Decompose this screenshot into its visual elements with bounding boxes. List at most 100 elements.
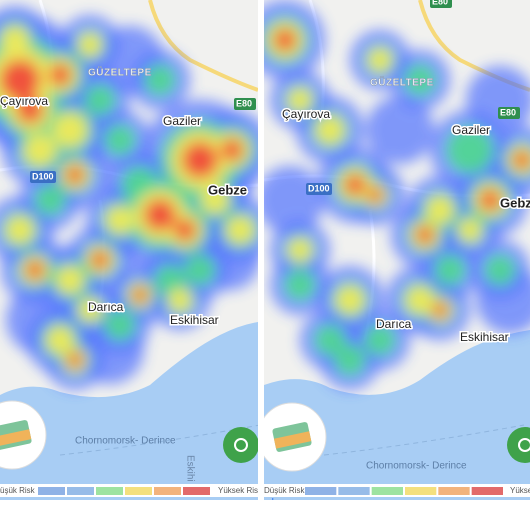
sea-road bbox=[323, 424, 525, 456]
road-shield bbox=[306, 183, 332, 195]
heat-blob bbox=[78, 33, 102, 57]
legend-low: üşük Risk bbox=[0, 486, 36, 495]
place-label: Gebz bbox=[500, 195, 530, 210]
heat-blob bbox=[1, 26, 29, 54]
locate-icon bbox=[518, 438, 530, 452]
heat-blob bbox=[78, 298, 102, 322]
heat-blob bbox=[66, 166, 84, 184]
heat-blob bbox=[334, 344, 366, 376]
place-label: Çayırova bbox=[282, 107, 330, 121]
heat-blob bbox=[484, 254, 516, 286]
legend-swatch bbox=[67, 487, 94, 495]
place-label: Gaziler bbox=[163, 114, 201, 128]
heat-blob bbox=[181, 141, 219, 179]
sea bbox=[264, 330, 530, 500]
heat-blob bbox=[91, 251, 109, 269]
heat-blob bbox=[201, 186, 229, 214]
map-type-icon bbox=[0, 429, 32, 447]
heat-blob bbox=[264, 166, 324, 234]
heat-blob bbox=[104, 124, 136, 156]
heat-blob bbox=[446, 126, 494, 174]
sea bbox=[0, 322, 258, 500]
legend-swatch bbox=[96, 487, 123, 495]
heat-blob bbox=[416, 226, 434, 244]
heat-blob bbox=[432, 302, 448, 318]
place-label: Chornomorsk- Derince bbox=[366, 461, 467, 472]
legend-swatch bbox=[183, 487, 210, 495]
heat-blob bbox=[67, 352, 83, 368]
heat-blob bbox=[314, 324, 346, 356]
legend-swatch bbox=[305, 487, 337, 495]
heat-blob bbox=[364, 324, 396, 356]
legend-high: Yüksek Risk bbox=[218, 486, 263, 495]
place-label: GÜZELTEPE bbox=[88, 66, 152, 79]
heat-blob bbox=[0, 59, 41, 101]
road-shield bbox=[234, 98, 256, 110]
heat-blob bbox=[476, 266, 530, 334]
map-panel: E80 GÜZELTEPE Çayırova Gaziler E80 D100 Gebz Da… bbox=[264, 0, 530, 510]
heat-blob bbox=[173, 218, 197, 242]
heat-blob bbox=[132, 287, 148, 303]
heat-blob bbox=[316, 116, 344, 144]
legend-swatch bbox=[405, 487, 437, 495]
heat-blob bbox=[284, 269, 316, 301]
attribution: gle bbox=[264, 495, 281, 510]
place-label: Eskihisar bbox=[460, 330, 509, 344]
heat-blob bbox=[273, 28, 297, 52]
heat-blob bbox=[226, 216, 254, 244]
road-shield bbox=[498, 107, 520, 119]
heat-blob bbox=[288, 238, 312, 262]
heat-blob bbox=[34, 184, 66, 216]
heat-blob bbox=[426, 196, 454, 224]
heat-blob bbox=[434, 254, 466, 286]
heat-blob bbox=[143, 198, 177, 232]
legend-swatch bbox=[471, 487, 503, 495]
place-label: GÜZELTEPE bbox=[370, 76, 434, 89]
map-type-icon bbox=[273, 431, 312, 449]
heat-blob bbox=[367, 187, 383, 203]
heat-blob bbox=[6, 216, 34, 244]
place-label: Chornomorsk- Derince bbox=[75, 436, 176, 447]
heat-blob bbox=[404, 64, 436, 96]
heat-blob bbox=[479, 189, 501, 211]
legend-swatch bbox=[338, 487, 370, 495]
heat-blob bbox=[220, 138, 244, 162]
heat-blob bbox=[104, 309, 136, 341]
street-label: Eskihi bbox=[184, 455, 195, 482]
heat-blob bbox=[23, 133, 57, 167]
heat-blob bbox=[513, 151, 530, 169]
legend-swatch bbox=[371, 487, 403, 495]
heat-blob bbox=[144, 64, 176, 96]
place-label: Çayırova bbox=[0, 94, 48, 108]
heat-blob bbox=[406, 286, 434, 314]
heat-blob bbox=[368, 48, 392, 72]
place-label: Darıca bbox=[376, 317, 412, 331]
road-label: E80 bbox=[500, 107, 516, 117]
heat-blob bbox=[168, 288, 192, 312]
heat-blob bbox=[56, 266, 84, 294]
heat-blob bbox=[46, 326, 74, 354]
heat-blob bbox=[84, 84, 116, 116]
road-label: D100 bbox=[32, 171, 54, 181]
legend-swatch bbox=[154, 487, 181, 495]
heatmap bbox=[0, 6, 258, 390]
heat-blob bbox=[366, 96, 434, 164]
road-shield bbox=[430, 0, 452, 8]
road-label: D100 bbox=[308, 183, 330, 193]
road-shield bbox=[30, 171, 56, 183]
locate-button[interactable] bbox=[223, 427, 259, 463]
map-panel: GÜZELTEPE Çayırova Gaziler E80 D100 Gebze Darı… bbox=[0, 0, 263, 500]
place-label: Gebze bbox=[208, 182, 247, 197]
legend-swatch bbox=[125, 487, 152, 495]
heatmap bbox=[264, 0, 530, 390]
place-label: Darıca bbox=[88, 300, 124, 314]
place-label: Gaziler bbox=[452, 123, 490, 137]
locate-icon bbox=[234, 438, 248, 452]
heat-blob bbox=[48, 63, 72, 87]
heat-blob bbox=[106, 206, 134, 234]
road bbox=[148, 0, 258, 92]
heat-blob bbox=[184, 254, 216, 286]
road-label: E80 bbox=[432, 0, 448, 6]
